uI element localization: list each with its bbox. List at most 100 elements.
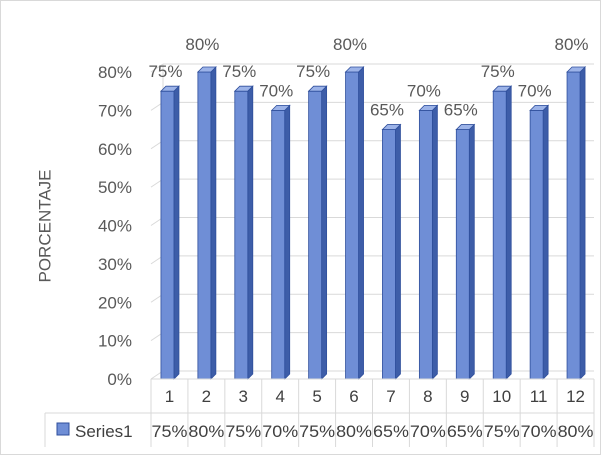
y-tick-label: 30% xyxy=(98,255,132,274)
table-value: 70% xyxy=(262,422,298,441)
category-label: 4 xyxy=(275,387,284,406)
bar xyxy=(529,104,550,380)
bar-top xyxy=(270,104,291,111)
bar-front xyxy=(345,71,359,380)
bar-side xyxy=(395,123,401,380)
category-label: 9 xyxy=(460,387,469,406)
bar-side xyxy=(321,85,328,380)
bar-side xyxy=(542,104,549,380)
table-value: 65% xyxy=(373,422,409,441)
bar xyxy=(196,66,217,380)
y-tick-label: 60% xyxy=(98,140,132,159)
data-label: 75% xyxy=(222,62,256,81)
bar-top xyxy=(529,104,550,111)
bar-side xyxy=(505,85,512,380)
y-tick-label: 40% xyxy=(98,217,132,236)
bar-top xyxy=(307,85,328,92)
table-value: 75% xyxy=(152,422,188,441)
bar-side xyxy=(173,85,180,380)
category-label: 7 xyxy=(386,387,395,406)
table-value: 75% xyxy=(299,422,335,441)
bar-side xyxy=(468,123,475,380)
bar xyxy=(418,104,439,380)
data-label: 75% xyxy=(148,62,182,81)
bar-front xyxy=(197,71,212,380)
y-tick-label: 70% xyxy=(98,101,132,120)
bar-side xyxy=(358,66,364,380)
data-label: 75% xyxy=(296,62,330,81)
category-label: 10 xyxy=(492,387,511,406)
data-label: 80% xyxy=(555,35,589,54)
bar-top xyxy=(344,66,365,73)
bar-top xyxy=(492,85,513,92)
category-label: 8 xyxy=(423,387,432,406)
bar-front xyxy=(566,71,581,380)
category-label: 6 xyxy=(349,387,358,406)
category-label: 1 xyxy=(165,387,174,406)
bar-side xyxy=(284,104,291,380)
data-table: 1 75% 2 80% 3 75% 4 70% 5 75% 6 80% 7 65% 8 70% 9 65% 10 75… xyxy=(44,378,595,447)
bar-front xyxy=(308,90,323,380)
table-value: 80% xyxy=(336,422,372,441)
legend-key xyxy=(56,422,70,436)
data-label: 70% xyxy=(518,81,552,100)
bar-side xyxy=(247,85,254,380)
table-value: 75% xyxy=(225,422,261,441)
bar-front xyxy=(382,129,396,380)
category-label: 2 xyxy=(202,387,211,406)
y-tick-label: 50% xyxy=(98,178,132,197)
bar-side xyxy=(431,104,438,380)
data-label: 75% xyxy=(481,62,515,81)
bar xyxy=(307,85,328,380)
bar-top xyxy=(455,124,476,130)
series-name: Series1 xyxy=(75,422,133,441)
category-label: 11 xyxy=(530,387,548,406)
y-tick-label: 0% xyxy=(107,370,132,389)
bar-front xyxy=(418,109,433,380)
data-label: 80% xyxy=(185,35,219,54)
bar-front xyxy=(271,109,286,380)
y-tick-label: 10% xyxy=(98,332,132,351)
bar-front xyxy=(160,90,175,380)
table-value: 80% xyxy=(558,422,594,441)
bar-front xyxy=(529,109,544,380)
bar-top xyxy=(159,85,180,92)
y-tick-label: 20% xyxy=(98,293,132,312)
bar-side xyxy=(210,66,217,380)
y-tick-label: 80% xyxy=(98,63,132,82)
data-label: 70% xyxy=(259,81,293,100)
data-label: 80% xyxy=(333,35,367,54)
category-label: 12 xyxy=(566,387,585,406)
bar-front xyxy=(455,129,470,380)
data-label: 65% xyxy=(370,101,404,120)
data-label: 65% xyxy=(444,101,478,120)
data-label: 70% xyxy=(407,81,441,100)
bar xyxy=(381,123,402,380)
bar xyxy=(270,104,291,380)
table-value: 75% xyxy=(484,422,520,441)
data-labels: 75%80%75%70%75%80%65%70%65%75%70%80% xyxy=(148,35,588,120)
gridline-side xyxy=(150,63,164,73)
table-value: 70% xyxy=(410,422,446,441)
bar xyxy=(492,85,513,380)
bar xyxy=(566,66,587,380)
table-value: 80% xyxy=(188,422,224,441)
y-axis: 0% 10% 20% 30% 40% 50% 60% 70% 80% xyxy=(98,63,132,389)
bar-top xyxy=(233,85,254,92)
bar-front xyxy=(234,90,249,380)
table-value: 70% xyxy=(521,422,557,441)
category-label: 3 xyxy=(239,387,248,406)
bar-top xyxy=(381,124,402,130)
bar-front xyxy=(492,90,507,380)
y-axis-title: PORCENTAJE xyxy=(35,169,54,282)
bar xyxy=(233,85,254,380)
table-value: 65% xyxy=(447,422,483,441)
bar-top xyxy=(418,104,439,111)
bar xyxy=(455,123,476,380)
bar-top xyxy=(566,66,587,73)
bar-top xyxy=(196,66,217,73)
category-label: 5 xyxy=(312,387,321,406)
bar xyxy=(159,85,180,380)
